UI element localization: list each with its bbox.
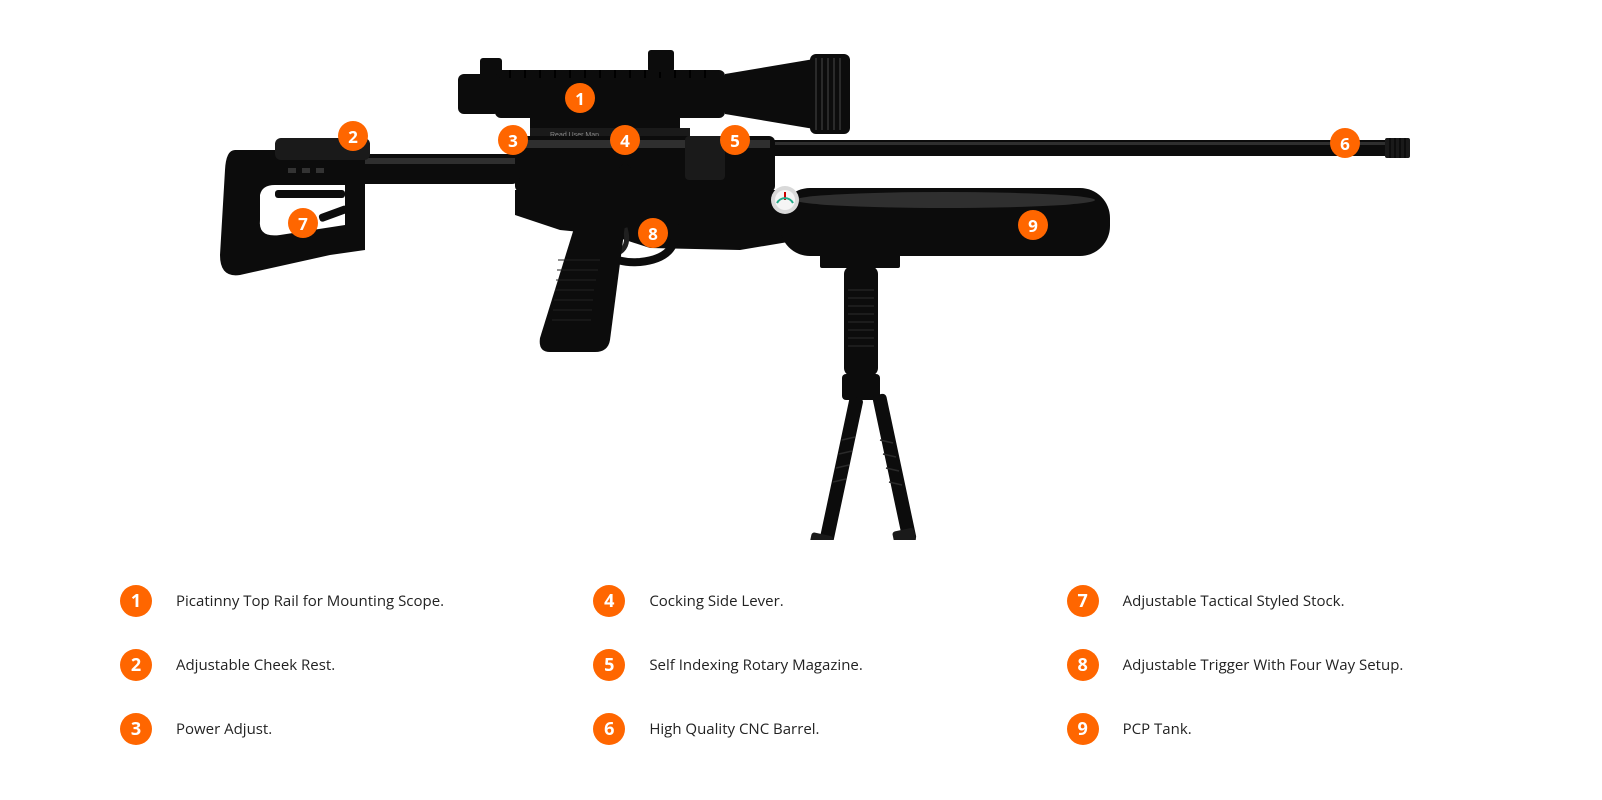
legend-badge-2: 2 [120,649,152,681]
diagram-marker-8: 8 [638,218,668,248]
legend-text-4: Cocking Side Lever. [649,591,783,611]
legend-col-2: 4 Cocking Side Lever. 5 Self Indexing Rotar… [593,585,1026,745]
legend-text-6: High Quality CNC Barrel. [649,719,819,739]
legend-text-5: Self Indexing Rotary Magazine. [649,655,862,675]
legend-item-2: 2 Adjustable Cheek Rest. [120,649,553,681]
diagram-marker-9: 9 [1018,210,1048,240]
legend-badge-4: 4 [593,585,625,617]
legend-text-8: Adjustable Trigger With Four Way Setup. [1123,655,1404,675]
legend-col-3: 7 Adjustable Tactical Styled Stock. 8 Adjus… [1067,585,1500,745]
legend-item-3: 3 Power Adjust. [120,713,553,745]
legend-badge-5: 5 [593,649,625,681]
legend-badge-3: 3 [120,713,152,745]
diagram-marker-4: 4 [610,125,640,155]
legend-badge-9: 9 [1067,713,1099,745]
diagram-marker-6: 6 [1330,128,1360,158]
legend-badge-6: 6 [593,713,625,745]
legend-text-1: Picatinny Top Rail for Mounting Scope. [176,591,444,611]
legend-col-1: 1 Picatinny Top Rail for Mounting Scope. 2… [120,585,553,745]
diagram-marker-5: 5 [720,125,750,155]
legend: 1 Picatinny Top Rail for Mounting Scope. 2… [120,585,1500,745]
legend-item-8: 8 Adjustable Trigger With Four Way Setup. [1067,649,1500,681]
legend-text-7: Adjustable Tactical Styled Stock. [1123,591,1345,611]
legend-item-1: 1 Picatinny Top Rail for Mounting Scope. [120,585,553,617]
diagram-marker-7: 7 [288,208,318,238]
product-diagram: Read User Man [0,0,1602,560]
legend-badge-7: 7 [1067,585,1099,617]
legend-text-9: PCP Tank. [1123,719,1192,739]
legend-item-5: 5 Self Indexing Rotary Magazine. [593,649,1026,681]
rifle-illustration: Read User Man [180,40,1440,540]
legend-item-6: 6 High Quality CNC Barrel. [593,713,1026,745]
legend-item-4: 4 Cocking Side Lever. [593,585,1026,617]
legend-item-7: 7 Adjustable Tactical Styled Stock. [1067,585,1500,617]
legend-text-2: Adjustable Cheek Rest. [176,655,335,675]
legend-text-3: Power Adjust. [176,719,272,739]
diagram-marker-1: 1 [565,83,595,113]
legend-badge-1: 1 [120,585,152,617]
legend-item-9: 9 PCP Tank. [1067,713,1500,745]
diagram-marker-3: 3 [498,125,528,155]
legend-badge-8: 8 [1067,649,1099,681]
diagram-marker-2: 2 [338,121,368,151]
